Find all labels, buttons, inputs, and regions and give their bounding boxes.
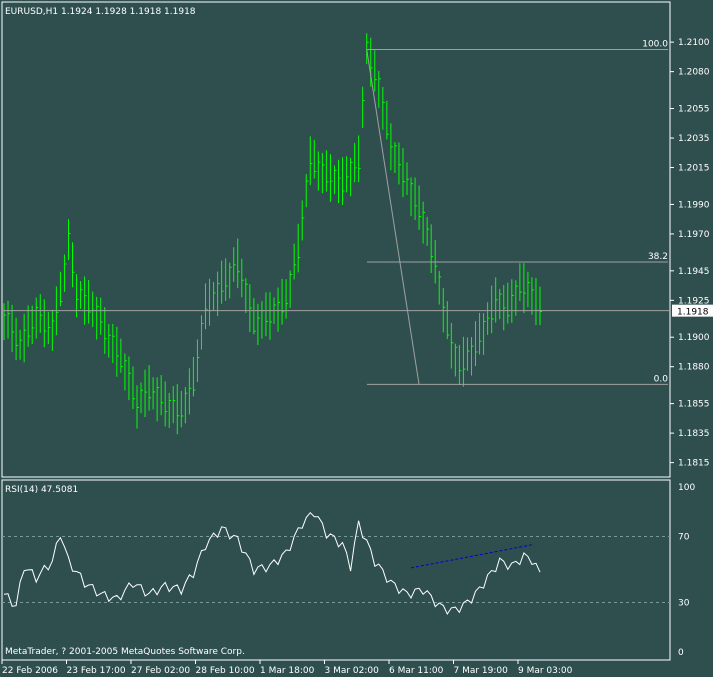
time-tick-label: 1 Mar 18:00 <box>260 666 315 676</box>
rsi-title: RSI(14) 47.5081 <box>5 485 78 495</box>
time-tick-label: 7 Mar 19:00 <box>454 666 509 676</box>
current-price-label: 1.1918 <box>677 308 709 318</box>
chart-title: EURUSD,H1 1.1924 1.1928 1.1918 1.1918 <box>5 7 196 17</box>
fib-level-label: 38.2 <box>648 252 668 262</box>
rsi-axis: 100 70 30 0 <box>678 483 695 658</box>
price-tick-label: 1.1900 <box>678 333 710 343</box>
price-tick-label: 1.1880 <box>678 363 710 373</box>
copyright-text: MetaTrader, ? 2001-2005 MetaQuotes Softw… <box>5 647 245 657</box>
price-panel-frame <box>1 1 671 478</box>
fib-level-label: 100.0 <box>642 40 668 50</box>
price-tick-label: 1.1970 <box>678 230 710 240</box>
rsi-tick-label: 30 <box>678 599 690 609</box>
rsi-trendline <box>410 544 533 569</box>
price-tick-label: 1.1945 <box>678 267 710 277</box>
price-tick-label: 1.1925 <box>678 296 710 306</box>
rsi-line <box>3 511 541 616</box>
price-tick-label: 1.1990 <box>678 200 710 210</box>
price-tick-label: 1.2035 <box>678 134 710 144</box>
fib-level-label: 0.0 <box>654 374 669 384</box>
time-axis: 22 Feb 2006 23 Feb 17:00 27 Feb 02:00 28 Fe… <box>1 660 573 676</box>
time-tick-label: 3 Mar 02:00 <box>325 666 380 676</box>
price-tick-label: 1.2080 <box>678 68 710 78</box>
time-tick-label: 9 Mar 03:00 <box>518 666 573 676</box>
price-tick-label: 1.1835 <box>678 429 710 439</box>
price-tick-label: 1.2100 <box>678 38 710 48</box>
fib-trend-line <box>366 49 420 385</box>
time-tick-label: 27 Feb 02:00 <box>131 666 190 676</box>
time-tick-label: 23 Feb 17:00 <box>67 666 126 676</box>
time-tick-label: 6 Mar 11:00 <box>389 666 444 676</box>
time-tick-label: 28 Feb 10:00 <box>196 666 255 676</box>
price-bars <box>3 33 542 435</box>
price-tick-label: 1.1855 <box>678 400 710 410</box>
time-tick-label: 22 Feb 2006 <box>2 666 58 676</box>
current-price-box <box>672 304 713 317</box>
price-tick-label: 1.2055 <box>678 105 710 115</box>
rsi-tick-label: 100 <box>678 483 695 493</box>
price-tick-label: 1.2015 <box>678 164 710 174</box>
rsi-panel-frame <box>1 479 671 661</box>
price-tick-label: 1.1815 <box>678 459 710 469</box>
fibonacci-retracement: 100.0 38.2 0.0 <box>366 40 669 385</box>
rsi-tick-label: 0 <box>678 648 684 658</box>
price-axis: 1.2100 1.2080 1.2055 1.2035 1.2015 1.1990 1.19… <box>670 38 710 469</box>
rsi-tick-label: 70 <box>678 533 690 543</box>
